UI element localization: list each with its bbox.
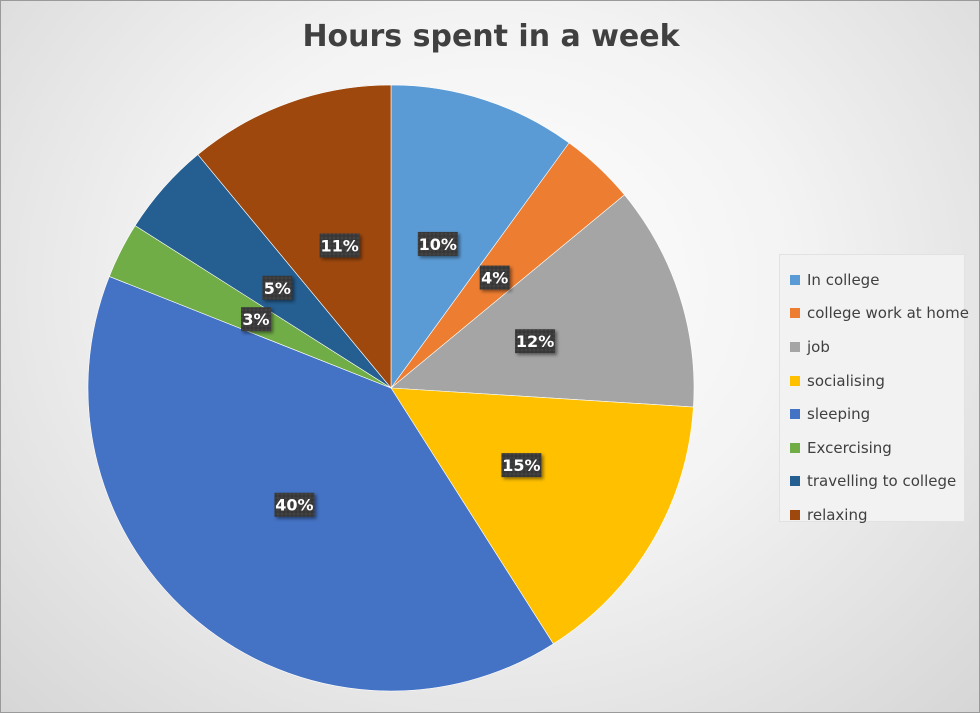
- legend-label: Excercising: [807, 438, 892, 457]
- legend-label: college work at home: [807, 304, 969, 323]
- data-label-text: 15%: [502, 456, 540, 475]
- legend-item-in-college: In college: [780, 263, 964, 297]
- legend-swatch: [790, 476, 800, 487]
- data-label-sleeping: 40%: [274, 492, 315, 517]
- legend-swatch: [790, 308, 800, 319]
- pie-slices: [87, 84, 695, 692]
- legend-item-sleeping: sleeping: [780, 397, 964, 431]
- legend-item-relaxing: relaxing: [780, 498, 964, 532]
- legend-label: socialising: [807, 371, 885, 390]
- legend-swatch: [790, 409, 800, 420]
- data-label-box: [417, 231, 458, 256]
- data-label-box: [274, 492, 315, 517]
- legend-label: relaxing: [807, 505, 868, 524]
- legend-swatch: [790, 274, 800, 285]
- data-label-text: 5%: [264, 279, 291, 298]
- data-label-text: 3%: [242, 310, 269, 329]
- pie-slice-job: [390, 194, 695, 408]
- data-label-text: 40%: [275, 496, 313, 515]
- data-label-socialising: 15%: [501, 453, 542, 478]
- legend-item-socialising: socialising: [780, 364, 964, 398]
- data-label-in-college: 10%: [417, 231, 458, 256]
- legend-item-job: job: [780, 330, 964, 364]
- legend-swatch: [790, 375, 800, 386]
- data-label-box: [479, 265, 510, 290]
- legend-swatch: [790, 509, 800, 520]
- data-label-excercising: 3%: [241, 307, 272, 332]
- data-label-college-work-at-home: 4%: [479, 265, 510, 290]
- chart-legend: In college college work at home job sociali…: [779, 254, 969, 524]
- legend-label: In college: [807, 270, 880, 289]
- legend-label: travelling to college: [807, 472, 957, 491]
- pie-data-labels: 10% 4% 12% 15% 40% 3% 5% 11%: [241, 231, 556, 517]
- data-label-box: [319, 233, 360, 258]
- data-label-text: 10%: [419, 235, 457, 254]
- data-label-relaxing: 11%: [319, 233, 360, 258]
- data-label-box: [515, 329, 556, 354]
- pie-slice-sleeping: [87, 276, 554, 692]
- pie-slice-socialising: [390, 387, 694, 645]
- legend-item-travelling-to-college: travelling to college: [780, 465, 964, 499]
- data-label-box: [501, 453, 542, 478]
- legend-label: sleeping: [807, 405, 871, 424]
- data-label-text: 11%: [321, 236, 359, 255]
- data-label-text: 12%: [516, 332, 554, 351]
- pie-slice-relaxing: [197, 84, 392, 389]
- data-label-text: 4%: [481, 269, 508, 288]
- data-label-box: [262, 275, 293, 300]
- legend-swatch: [790, 341, 800, 352]
- legend-swatch: [790, 442, 800, 453]
- data-label-travelling-to-college: 5%: [262, 275, 293, 300]
- legend-item-college-work-at-home: college work at home: [780, 297, 969, 331]
- pie-slice-in-college: [390, 84, 570, 389]
- legend-label: job: [807, 337, 830, 356]
- data-label-box: [241, 307, 272, 332]
- legend-item-excercising: Excercising: [780, 431, 964, 465]
- chart-title: Hours spent in a week: [302, 19, 680, 54]
- data-label-job: 12%: [515, 329, 556, 354]
